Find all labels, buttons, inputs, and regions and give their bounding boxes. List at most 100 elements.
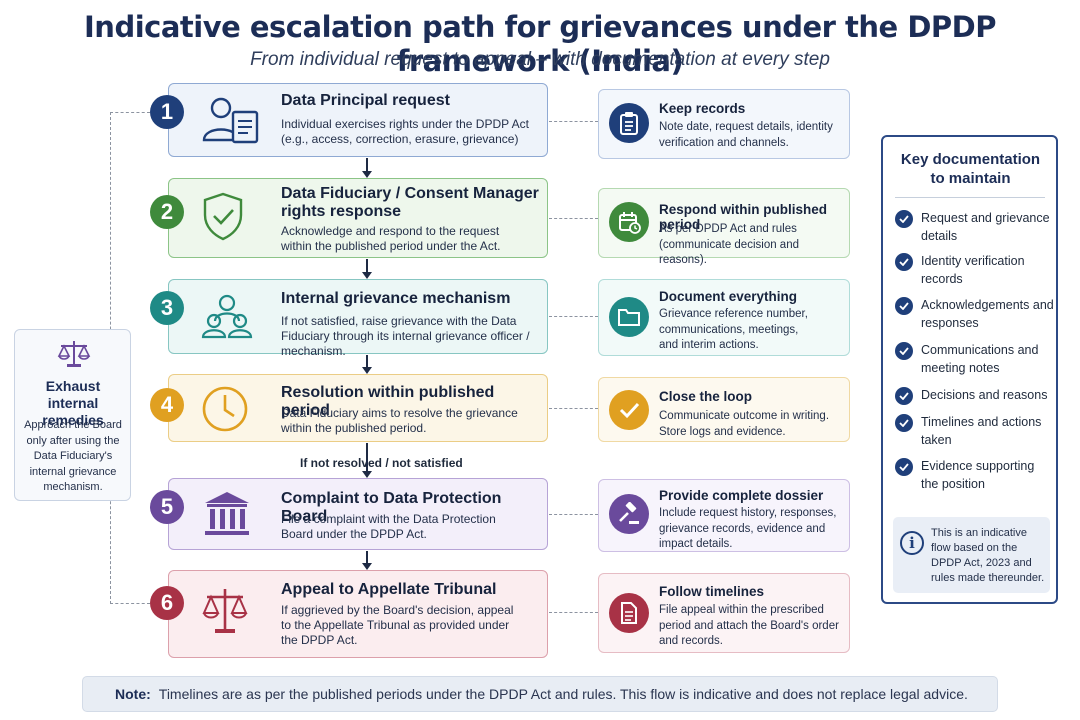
step-description: Individual exercises rights under the DP… xyxy=(281,117,529,146)
step-description: If not satisfied, raise grievance with t… xyxy=(281,314,530,358)
card-dossier: Provide complete dossier Include request… xyxy=(598,479,850,552)
card-keep-records: Keep records Note date, request details,… xyxy=(598,89,850,159)
card-title: Keep records xyxy=(659,101,746,116)
bracket-bottom xyxy=(110,603,150,604)
flow-arrow xyxy=(362,259,372,279)
connector-line xyxy=(549,218,598,219)
info-text: This is an indicative flow based on the … xyxy=(931,527,1045,584)
folder-icon xyxy=(609,297,649,337)
flow-label: If not resolved / not satisfied xyxy=(300,456,463,470)
exhaust-remedies-panel: Exhaust internal remedies Approach the B… xyxy=(14,329,131,501)
note-text: Timelines are as per the published perio… xyxy=(158,686,968,702)
card-title: Follow timelines xyxy=(659,584,765,599)
list-item: Evidence supporting the position xyxy=(895,458,1055,493)
step-1-box: Data Principal request Individual exerci… xyxy=(168,83,548,157)
step-number-badge: 2 xyxy=(150,195,184,229)
list-item: Acknowledgements and responses xyxy=(895,297,1055,332)
documentation-item: Decisions and reasons xyxy=(921,388,1048,402)
card-description: As per DPDP Act and rules (communicate d… xyxy=(659,223,799,266)
card-description: Note date, request details, identity ver… xyxy=(659,121,833,149)
page-title: Indicative escalation path for grievance… xyxy=(84,10,996,78)
list-item: Communications and meeting notes xyxy=(895,342,1055,377)
step-3-box: Internal grievance mechanism If not sati… xyxy=(168,279,548,358)
card-timelines: Follow timelines File appeal within the … xyxy=(598,573,850,653)
card-respond: Respond within published period As per D… xyxy=(598,188,850,266)
clock-icon xyxy=(201,383,265,435)
step-5-box: Complaint to Data Protection Board File … xyxy=(168,478,548,550)
step-title: Resolution within published period xyxy=(281,384,495,419)
flow-arrow xyxy=(362,551,372,570)
flow-arrow xyxy=(362,443,372,478)
step-number-badge: 1 xyxy=(150,95,184,129)
documentation-item: Evidence supporting the position xyxy=(921,459,1035,491)
gavel-icon xyxy=(609,494,649,534)
note-bar: Note: Timelines are as per the published… xyxy=(82,676,998,712)
document-icon xyxy=(609,593,649,633)
card-title: Document everything xyxy=(659,289,798,304)
step-4-box: Resolution within published period Data … xyxy=(168,374,548,442)
info-box: i This is an indicative flow based on th… xyxy=(893,517,1050,593)
clipboard-icon xyxy=(609,103,649,143)
left-panel-description: Approach the Board only after using the … xyxy=(24,419,122,493)
left-panel-title: Exhaust internal remedies xyxy=(42,378,104,428)
documentation-item: Identity verification records xyxy=(921,254,1025,286)
check-circle-icon xyxy=(895,253,913,271)
connector-line xyxy=(549,612,598,613)
bracket-top xyxy=(110,112,150,113)
card-title: Respond within published period xyxy=(659,202,827,232)
people-group-icon xyxy=(201,291,265,343)
list-item: Identity verification records xyxy=(895,253,1055,288)
card-description: Grievance reference number, communicatio… xyxy=(659,308,808,351)
step-number-badge: 3 xyxy=(150,291,184,325)
step-number-badge: 5 xyxy=(150,490,184,524)
flow-arrow xyxy=(362,158,372,178)
documentation-item: Communications and meeting notes xyxy=(921,343,1039,375)
scales-icon xyxy=(57,339,91,374)
right-panel-title: Key documentation to maintain xyxy=(900,151,1041,187)
info-icon: i xyxy=(900,531,924,555)
card-title: Provide complete dossier xyxy=(659,488,824,503)
connector-line xyxy=(549,121,598,122)
scales-icon xyxy=(201,585,265,637)
step-number-badge: 4 xyxy=(150,388,184,422)
check-circle-icon xyxy=(895,297,913,315)
documentation-panel: Key documentation to maintain Request an… xyxy=(881,135,1058,604)
step-2-box: Data Fiduciary / Consent Manager rights … xyxy=(168,178,548,258)
step-title: Internal grievance mechanism xyxy=(281,290,511,307)
list-item: Decisions and reasons xyxy=(895,387,1055,405)
step-title: Complaint to Data Protection Board xyxy=(281,490,502,525)
card-title: Close the loop xyxy=(659,389,753,404)
check-circle-icon xyxy=(895,387,913,405)
check-circle-icon xyxy=(895,458,913,476)
page-subtitle: From individual request to appeal – with… xyxy=(250,49,830,70)
connector-line xyxy=(549,408,598,409)
step-number-badge: 6 xyxy=(150,586,184,620)
check-circle-icon xyxy=(895,414,913,432)
step-description: If aggrieved by the Board's decision, ap… xyxy=(281,603,514,647)
check-circle-icon xyxy=(895,210,913,228)
connector-line xyxy=(549,316,598,317)
step-6-box: Appeal to Appellate Tribunal If aggrieve… xyxy=(168,570,548,658)
shield-check-icon xyxy=(201,191,265,243)
list-item: Request and grievance details xyxy=(895,210,1055,245)
user-document-icon xyxy=(201,94,265,146)
divider xyxy=(895,197,1045,198)
documentation-item: Timelines and actions taken xyxy=(921,415,1042,447)
card-description: Communicate outcome in writing. Store lo… xyxy=(659,410,830,438)
step-title: Appeal to Appellate Tribunal xyxy=(281,581,497,598)
note-label: Note: xyxy=(115,686,151,702)
step-title: Data Principal request xyxy=(281,92,450,109)
flow-arrow xyxy=(362,355,372,374)
documentation-item: Request and grievance details xyxy=(921,211,1050,243)
list-item: Timelines and actions taken xyxy=(895,414,1055,449)
card-description: File appeal within the prescribed period… xyxy=(659,604,839,647)
card-document-everything: Document everything Grievance reference … xyxy=(598,279,850,356)
step-title: Data Fiduciary / Consent Manager rights … xyxy=(281,185,539,220)
card-close-loop: Close the loop Communicate outcome in wr… xyxy=(598,377,850,442)
step-description: Acknowledge and respond to the request w… xyxy=(281,224,501,253)
documentation-item: Acknowledgements and responses xyxy=(921,298,1054,330)
check-circle-icon xyxy=(895,342,913,360)
connector-line xyxy=(549,514,598,515)
institution-building-icon xyxy=(201,489,265,541)
calendar-icon xyxy=(609,202,649,242)
